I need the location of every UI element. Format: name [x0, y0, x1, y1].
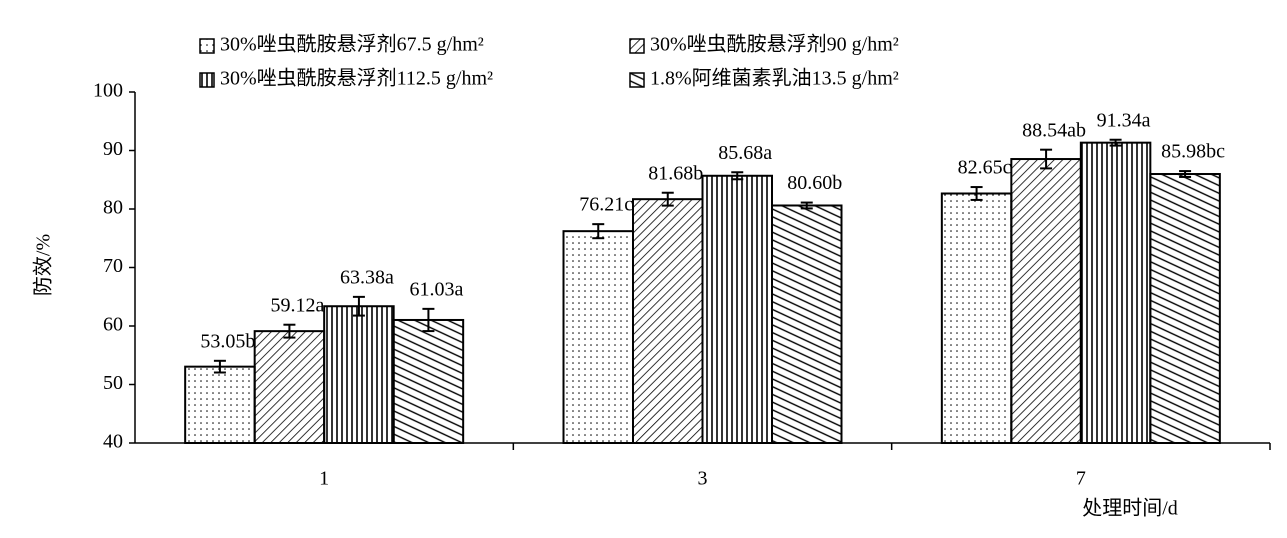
legend-swatch — [199, 72, 215, 88]
y-tick-label: 100 — [93, 80, 123, 102]
value-label: 53.05b — [200, 330, 255, 352]
legend-label: 30%唑虫酰胺悬浮剂67.5 g/hm² — [220, 33, 484, 56]
error-bar — [283, 323, 296, 339]
y-tick-label: 40 — [103, 431, 123, 453]
value-label: 61.03a — [409, 278, 463, 300]
value-label: 59.12a — [270, 294, 324, 316]
error-bar — [1109, 138, 1122, 147]
bar — [1149, 173, 1221, 444]
y-tick-label: 60 — [103, 314, 123, 336]
value-label: 82.65c — [958, 157, 1012, 179]
y-axis-label: 防效/% — [32, 234, 55, 296]
bar — [392, 318, 465, 444]
x-tick-label: 7 — [1076, 468, 1086, 490]
bar — [1010, 158, 1082, 445]
bar — [323, 305, 395, 444]
y-tick-label: 50 — [103, 372, 123, 394]
value-label: 91.34a — [1097, 109, 1151, 131]
legend-swatch — [629, 38, 645, 54]
error-bar — [1040, 148, 1053, 170]
bar — [562, 230, 634, 444]
y-tick-label: 90 — [103, 138, 123, 160]
bar — [632, 198, 704, 444]
error-bar — [731, 171, 744, 181]
value-label: 76.21c — [579, 194, 633, 216]
x-tick-label: 3 — [698, 468, 708, 490]
error-bar — [970, 186, 983, 201]
y-tick-label: 80 — [103, 197, 123, 219]
value-label: 85.68a — [718, 142, 772, 164]
error-bar — [592, 223, 605, 240]
legend-swatch — [629, 72, 645, 88]
bar — [253, 330, 326, 445]
legend-label: 30%唑虫酰胺悬浮剂112.5 g/hm² — [220, 67, 493, 90]
value-label: 81.68b — [648, 162, 703, 184]
y-tick-label: 70 — [103, 255, 123, 277]
value-label: 63.38a — [340, 266, 394, 288]
bar — [940, 192, 1013, 444]
value-label: 88.54ab — [1022, 119, 1086, 141]
error-bar — [800, 201, 813, 210]
x-axis-label: 处理时间/d — [1082, 497, 1178, 520]
error-bar — [1179, 170, 1192, 178]
error-bar — [213, 359, 226, 374]
error-bar — [422, 307, 435, 333]
legend-label: 1.8%阿维菌素乳油13.5 g/hm² — [650, 67, 899, 90]
legend-swatch — [199, 38, 215, 54]
bar — [701, 174, 773, 444]
legend-label: 30%唑虫酰胺悬浮剂90 g/hm² — [650, 33, 899, 56]
bar — [184, 365, 256, 444]
x-tick-label: 1 — [319, 468, 329, 490]
value-label: 80.60b — [787, 172, 842, 194]
bar — [771, 204, 843, 444]
error-bar — [661, 191, 674, 207]
value-label: 85.98bc — [1161, 141, 1225, 163]
error-bar — [352, 295, 365, 317]
bar — [1079, 141, 1152, 444]
